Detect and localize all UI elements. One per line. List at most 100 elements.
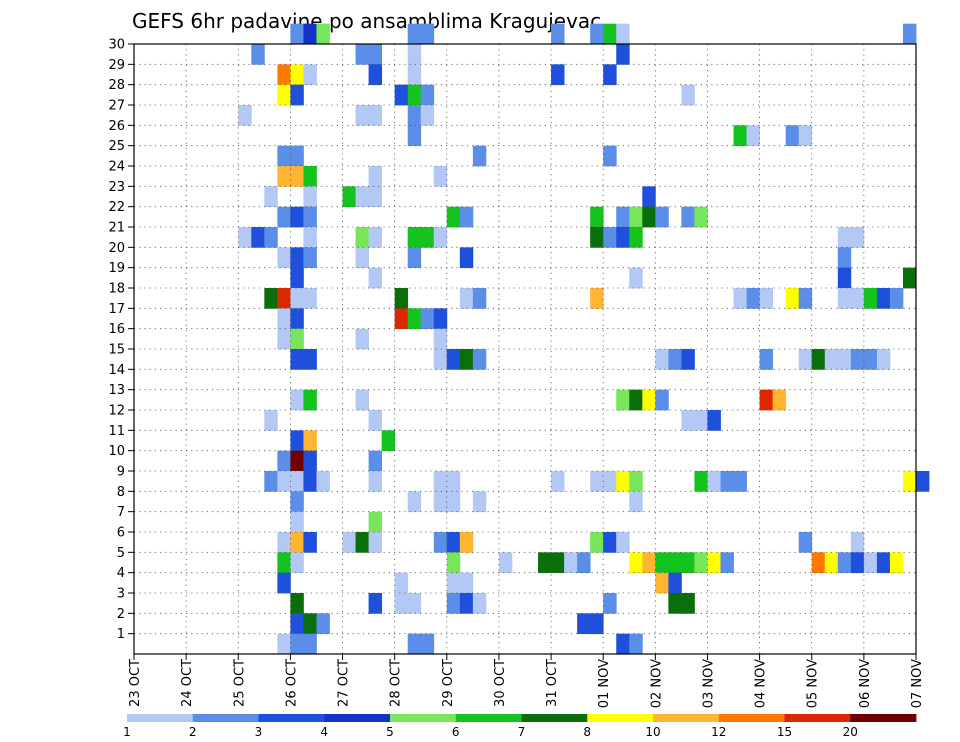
x-tick-label: 02 NOV [649, 659, 664, 708]
legend-label: 6 [452, 725, 460, 739]
y-tick-label: 13 [108, 383, 125, 398]
heatmap-cell [889, 552, 904, 574]
heatmap-cell [590, 23, 604, 45]
heatmap-cell [694, 471, 708, 492]
heatmap-cell [407, 593, 422, 614]
x-tick-label: 31 OCT [545, 659, 560, 707]
heatmap-cell [681, 84, 695, 106]
heatmap-cell [733, 471, 747, 492]
heatmap-cell [590, 206, 604, 228]
heatmap-cell [368, 511, 383, 533]
heatmap-cell [472, 593, 487, 614]
heatmap-cell [303, 186, 317, 208]
heatmap-cells [238, 23, 930, 655]
x-tick-label: 24 OCT [180, 659, 195, 707]
heatmap-cell [290, 491, 304, 513]
heatmap-cell [785, 125, 800, 147]
heatmap-cell [472, 349, 487, 370]
legend-swatch [653, 714, 720, 722]
heatmap-cell [303, 247, 317, 269]
heatmap-cell [577, 613, 591, 635]
heatmap-cell [863, 349, 878, 370]
heatmap-cell [290, 593, 304, 614]
legend-label: 10 [645, 725, 660, 739]
heatmap-cell [824, 552, 839, 574]
heatmap-cell [394, 308, 409, 330]
heatmap-cell [733, 288, 747, 309]
heatmap-cell [368, 593, 383, 614]
heatmap-cell [916, 471, 930, 492]
heatmap-cell [420, 308, 435, 330]
heatmap-cell [850, 552, 865, 574]
heatmap-cell [420, 23, 435, 45]
legend-swatch [192, 714, 259, 722]
heatmap-cell [446, 572, 461, 594]
heatmap-cell [290, 166, 304, 187]
legend-label: 5 [386, 725, 394, 739]
heatmap-cell [290, 633, 304, 655]
x-tick-label: 26 OCT [284, 659, 299, 707]
heatmap-cell [707, 552, 721, 574]
heatmap-cell [472, 491, 487, 513]
x-tick-label: 07 NOV [910, 659, 925, 708]
heatmap-cell [837, 247, 852, 269]
heatmap-cell [772, 389, 787, 411]
heatmap-cell [850, 227, 865, 248]
heatmap-cell [316, 23, 330, 45]
heatmap-cell [407, 247, 422, 269]
heatmap-cell [355, 105, 369, 126]
y-tick-label: 14 [108, 363, 125, 378]
heatmap-cell [629, 633, 643, 655]
heatmap-cell [681, 349, 695, 370]
y-tick-label: 29 [108, 58, 125, 73]
heatmap-cell [811, 349, 826, 370]
heatmap-cell [355, 247, 369, 269]
heatmap-cell [863, 288, 878, 309]
heatmap-cell [629, 389, 643, 411]
x-tick-label: 05 NOV [806, 659, 821, 708]
heatmap-cell [251, 44, 265, 65]
heatmap-cell [850, 532, 865, 553]
heatmap-cell [290, 430, 304, 452]
chart-title: GEFS 6hr padavine po ansamblima Kragujev… [132, 9, 601, 33]
heatmap-cell [355, 389, 369, 411]
heatmap-cell [277, 471, 291, 492]
heatmap-cell [290, 206, 304, 228]
y-tick-label: 16 [108, 322, 125, 337]
heatmap-cell [746, 125, 760, 147]
y-tick-label: 15 [108, 343, 125, 358]
heatmap-cell [277, 552, 291, 574]
heatmap-cell [850, 288, 865, 309]
heatmap-cell [759, 349, 774, 370]
heatmap-cell [551, 64, 565, 86]
legend-swatch [587, 714, 654, 722]
heatmap-cell [251, 227, 265, 248]
legend-label: 12 [711, 725, 726, 739]
heatmap-cell [238, 105, 252, 126]
heatmap-cell [394, 288, 409, 309]
y-tick-label: 20 [108, 241, 125, 256]
heatmap-cell [368, 227, 383, 248]
heatmap-cell [459, 572, 474, 594]
heatmap-cell [238, 227, 252, 248]
x-tick-label: 30 OCT [493, 659, 508, 707]
heatmap-cell [277, 166, 291, 187]
heatmap-cell [277, 308, 291, 330]
heatmap-cell [277, 450, 291, 472]
heatmap-cell [277, 145, 291, 167]
heatmap-cell [303, 23, 317, 45]
heatmap-cell [616, 471, 630, 492]
heatmap-cell [681, 552, 695, 574]
legend-label: 15 [777, 725, 792, 739]
heatmap-cell [603, 593, 617, 614]
heatmap-cell [446, 552, 461, 574]
heatmap-cell [759, 389, 774, 411]
heatmap-cell [798, 125, 813, 147]
y-tick-label: 6 [117, 526, 125, 541]
heatmap-cell [303, 206, 317, 228]
legend-label: 4 [320, 725, 328, 739]
heatmap-cell [368, 410, 383, 431]
legend-swatch [324, 714, 391, 722]
heatmap-cell [837, 349, 852, 370]
